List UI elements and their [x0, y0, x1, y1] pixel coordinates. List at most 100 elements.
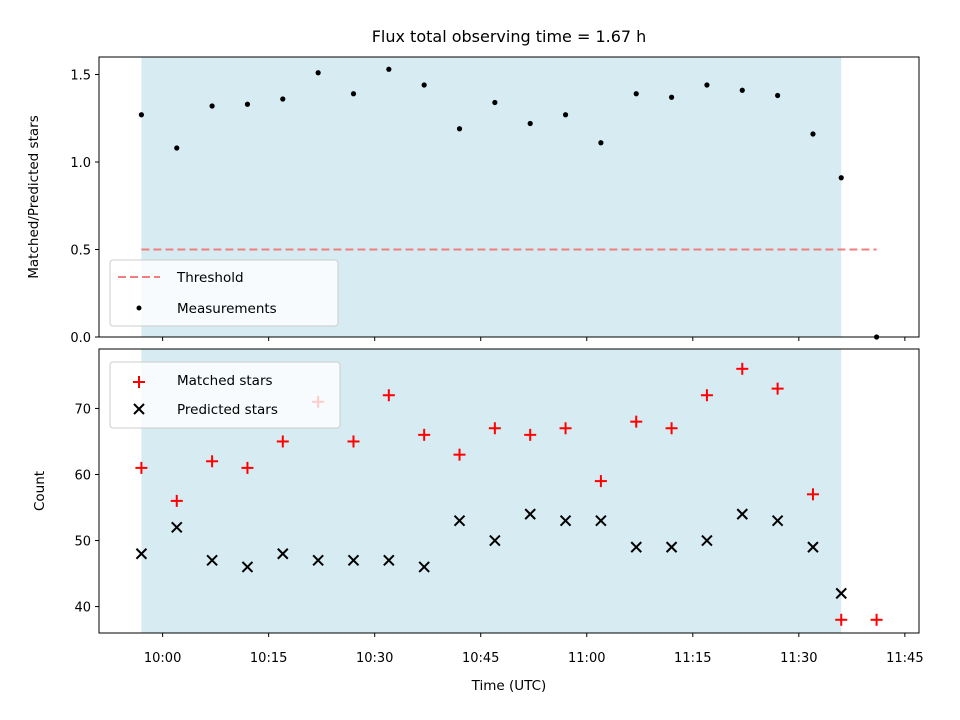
measurement-point [280, 96, 286, 102]
top-y-axis-label: Matched/Predicted stars [26, 115, 42, 278]
measurements-legend-label: Measurements [177, 301, 277, 317]
x-tick-label: 10:15 [250, 651, 287, 666]
predicted-star-point [135, 548, 148, 560]
predicted-star-point [559, 515, 572, 527]
top-y-ticks: 0.0 0.5 1.0 1.5 [70, 69, 99, 346]
predicted-star-point [630, 541, 642, 553]
measurement-point [421, 82, 427, 88]
measurement-point [315, 70, 321, 76]
bottom-legend-box [109, 361, 341, 429]
measurement-point [138, 112, 145, 118]
matched-star-point [488, 422, 501, 435]
matched-star-point [453, 448, 466, 461]
bottom-axes-frame [98, 348, 920, 634]
measurement-point [174, 145, 180, 151]
x-tick-label: 11:00 [568, 651, 605, 666]
bottom-y-ticks: 40 50 60 70 [74, 402, 99, 616]
count-points [135, 362, 883, 626]
top-legend-box [109, 259, 339, 327]
predicted-star-point [489, 534, 501, 547]
top-axes-frame [98, 56, 920, 338]
predicted-star-point [171, 521, 183, 534]
measurement-point [739, 87, 745, 93]
measurement-point [492, 99, 498, 106]
predicted-star-point [835, 587, 847, 600]
predicted-star-point [418, 561, 430, 573]
bottom-legend: Matched stars Predicted stars [109, 361, 341, 429]
predicted-star-point [277, 548, 289, 560]
bottom-y-tick-label: 70 [74, 402, 91, 417]
top-y-tick-label: 0.0 [70, 331, 91, 346]
matched-star-point [418, 428, 431, 441]
measurement-point [810, 131, 816, 137]
predicted-star-point [383, 554, 395, 567]
threshold-legend-label: Threshold [176, 270, 244, 286]
measurement-point [527, 120, 533, 127]
x-tick-label: 11:45 [886, 651, 923, 666]
ratio-panel: 0.0 0.5 1.0 1.5 Matched/Predicted stars Thr… [26, 56, 920, 346]
measurement-point [350, 91, 357, 97]
matched-star-point [135, 461, 148, 474]
measurement-point [386, 66, 392, 72]
matched-star-point [700, 389, 713, 402]
top-y-tick-label: 1.5 [70, 69, 91, 84]
matched-star-point [241, 461, 254, 474]
measurement-point [704, 82, 710, 88]
matched-star-point [771, 382, 784, 395]
x-tick-label: 10:45 [462, 651, 499, 666]
x-tick-label: 10:00 [144, 651, 181, 666]
matched-star-point [559, 422, 572, 435]
top-y-tick-label: 0.5 [70, 244, 91, 259]
bottom-y-axis-label: Count [32, 471, 48, 511]
predicted-star-point [524, 508, 536, 520]
bottom-y-tick-label: 40 [74, 601, 91, 616]
matched-star-point [347, 435, 360, 448]
matched-legend-marker [133, 376, 145, 388]
measurement-point [668, 94, 675, 100]
predicted-star-point [206, 554, 218, 567]
predicted-star-point [453, 515, 466, 527]
x-tick-label: 10:30 [356, 651, 393, 666]
matched-star-point [594, 475, 607, 488]
measurements-points [138, 66, 880, 340]
predicted-star-point [595, 515, 607, 527]
bottom-x-ticks: 10:00 10:15 10:30 10:45 11:00 11:15 11:30 11:45 [144, 633, 924, 666]
matched-star-point [736, 362, 749, 375]
measurement-point [562, 112, 569, 118]
matched-star-point [524, 428, 537, 441]
x-tick-label: 11:30 [780, 651, 817, 666]
top-legend: Threshold Measurements [109, 259, 339, 327]
predicted-star-point [701, 534, 713, 547]
predicted-star-point [312, 554, 324, 567]
predicted-legend-marker [133, 403, 145, 415]
chart-title: Flux total observing time = 1.67 h [372, 27, 647, 46]
matched-star-point [835, 613, 848, 626]
top-x-ticks [162, 337, 906, 341]
matched-star-point [170, 494, 183, 507]
measurement-point [598, 140, 604, 146]
x-tick-label: 11:15 [674, 651, 711, 666]
matched-legend-label: Matched stars [177, 373, 273, 389]
matched-star-point [806, 488, 819, 501]
matched-star-point [870, 613, 883, 626]
predicted-star-point [665, 541, 678, 553]
measurement-point [775, 92, 781, 99]
matched-star-point [276, 435, 289, 448]
top-y-tick-label: 1.0 [70, 156, 91, 171]
predicted-star-point [807, 541, 819, 553]
bottom-y-tick-label: 50 [74, 535, 91, 550]
matched-star-point [206, 455, 219, 468]
measurement-point [838, 175, 844, 181]
matched-star-point [382, 389, 395, 402]
predicted-star-point [347, 554, 360, 567]
measurement-point [456, 126, 463, 132]
x-axis-label: Time (UTC) [471, 678, 547, 694]
bottom-y-tick-label: 60 [74, 468, 91, 483]
measurement-point [244, 101, 251, 107]
predicted-star-point [241, 561, 254, 573]
measurements-legend-marker [136, 305, 142, 311]
matched-star-point [665, 422, 678, 435]
matched-star-point [630, 415, 643, 428]
